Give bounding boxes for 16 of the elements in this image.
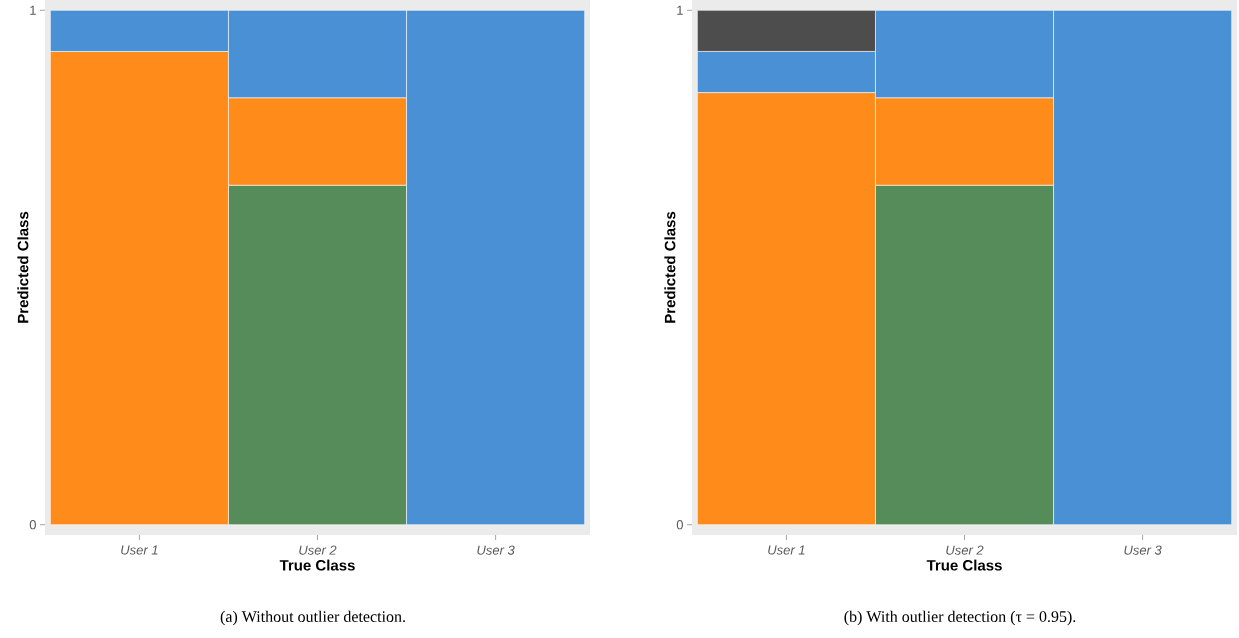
- x-tick-label: User 1: [121, 545, 158, 555]
- y-tick-label: 1: [677, 5, 683, 15]
- y-axis-title: Predicted Class: [17, 211, 29, 323]
- x-axis-title: True Class: [926, 559, 1002, 571]
- text: (b) With outlier detection (τ = 0.95).: [844, 610, 1076, 626]
- x-tick-label: User 3: [477, 545, 515, 555]
- x-tick-label: User 1: [768, 545, 805, 555]
- x-tick-label: User 2: [946, 545, 984, 555]
- text: (a) Without outlier detection.: [220, 610, 405, 626]
- y-tick-label: 0: [676, 520, 683, 530]
- y-axis-title: Predicted Class: [664, 211, 676, 323]
- y-tick-label: 0: [29, 520, 36, 530]
- y-tick-label: 1: [30, 5, 36, 15]
- x-axis-title: True Class: [279, 559, 355, 571]
- x-tick-label: User 2: [299, 545, 337, 555]
- x-tick-label: User 3: [1124, 545, 1162, 555]
